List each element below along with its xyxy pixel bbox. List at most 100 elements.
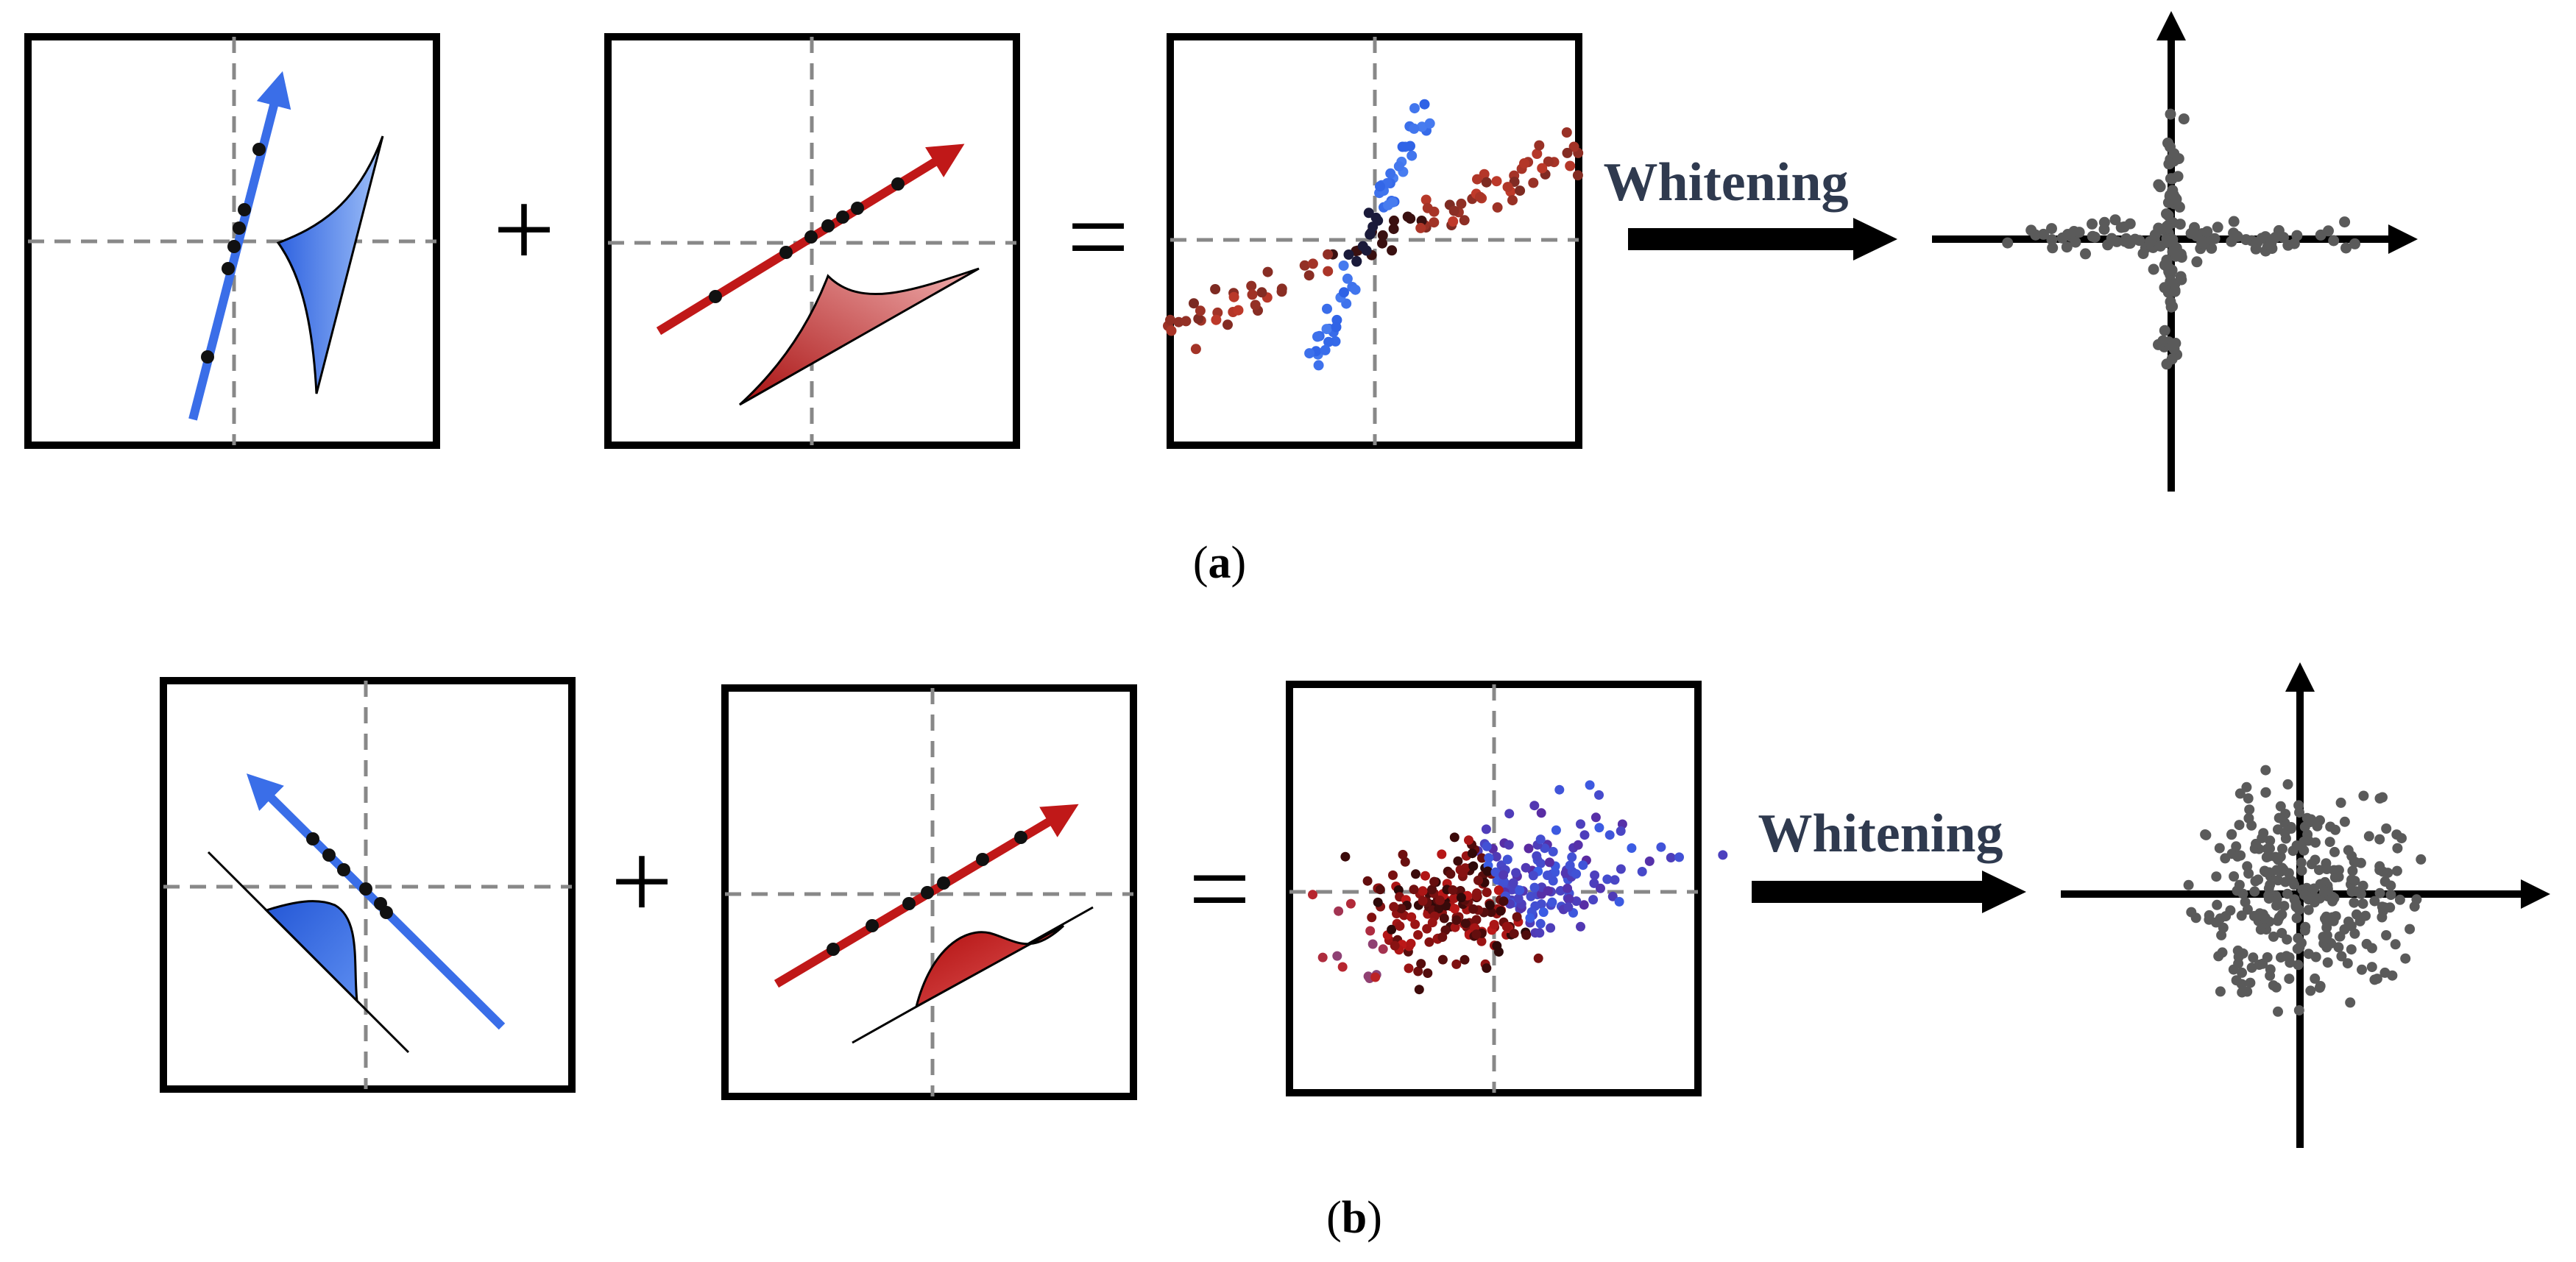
whitened-point bbox=[2391, 865, 2402, 876]
scatter-point bbox=[1489, 920, 1499, 929]
whitened-point bbox=[2216, 929, 2227, 940]
scatter-point bbox=[1519, 158, 1529, 169]
whitened-point bbox=[2262, 843, 2273, 854]
scatter-point bbox=[1579, 900, 1589, 910]
scatter-point bbox=[1477, 853, 1487, 863]
whitened-point bbox=[2390, 939, 2401, 950]
whitened-point bbox=[2391, 829, 2402, 840]
scatter-point bbox=[1571, 869, 1582, 879]
whitened-point bbox=[2405, 924, 2416, 935]
scatter-point bbox=[1610, 875, 1620, 885]
scatter-point bbox=[1616, 826, 1626, 836]
scatter-point bbox=[1439, 913, 1449, 924]
scatter-point bbox=[1547, 897, 1557, 907]
whitened-point bbox=[2257, 832, 2268, 843]
scatter-point bbox=[1373, 897, 1383, 907]
whitened-point bbox=[2201, 226, 2213, 238]
scatter-point bbox=[1464, 835, 1473, 846]
scatter-point bbox=[1398, 849, 1408, 859]
whitened-point bbox=[2329, 846, 2340, 857]
whitened-point bbox=[2248, 952, 2259, 963]
whitened-point bbox=[2379, 967, 2391, 978]
whitened-point bbox=[2234, 788, 2246, 799]
scatter-point bbox=[1458, 868, 1468, 878]
whitened-point bbox=[2310, 973, 2321, 984]
scatter-point bbox=[1554, 784, 1565, 795]
blue-distribution-shape bbox=[264, 900, 358, 1004]
scatter-point bbox=[1321, 324, 1332, 335]
whitened-point bbox=[2061, 241, 2073, 253]
scatter-point bbox=[1362, 876, 1373, 886]
scatter-point bbox=[1532, 851, 1542, 861]
whitened-point bbox=[2321, 858, 2332, 869]
scatter-point bbox=[1320, 344, 1331, 355]
scatter-point bbox=[1276, 283, 1287, 294]
whitened-point bbox=[2296, 865, 2307, 876]
whitened-point bbox=[2273, 854, 2284, 865]
whitened-point bbox=[2159, 325, 2170, 336]
whitened-point bbox=[2345, 997, 2356, 1008]
plus-operator: + bbox=[611, 820, 673, 943]
whitened-point bbox=[2339, 216, 2351, 228]
scatter-point bbox=[1563, 883, 1573, 893]
scatter-point bbox=[1247, 289, 1258, 300]
scatter-point bbox=[1529, 882, 1540, 893]
scatter-point bbox=[1370, 972, 1381, 982]
scatter-point bbox=[1535, 928, 1545, 938]
scatter-point bbox=[1409, 123, 1420, 134]
whitened-point bbox=[2260, 765, 2271, 776]
scatter-point bbox=[1395, 921, 1405, 931]
whitened-point bbox=[2068, 226, 2080, 237]
scatter-point bbox=[1210, 284, 1221, 294]
scatter-point bbox=[1166, 325, 1177, 336]
scatter-point bbox=[1513, 893, 1524, 904]
whitened-point bbox=[2228, 964, 2239, 975]
whitened-point bbox=[2310, 837, 2321, 848]
scatter-point bbox=[1535, 858, 1546, 868]
scatter-point bbox=[1594, 823, 1604, 833]
scatter-point bbox=[1228, 291, 1239, 302]
whitened-point bbox=[2349, 897, 2360, 908]
whitened-point bbox=[2336, 951, 2347, 962]
whitened-point bbox=[2287, 846, 2299, 857]
scatter-point bbox=[1616, 864, 1626, 874]
scatter-point bbox=[1594, 790, 1604, 800]
equals-operator: = bbox=[1189, 828, 1251, 950]
scatter-point bbox=[1543, 156, 1554, 167]
scatter-point bbox=[1387, 245, 1398, 256]
scatter-point bbox=[1607, 891, 1618, 901]
scatter-point bbox=[1331, 322, 1342, 333]
scatter-point bbox=[1367, 221, 1379, 233]
scatter-point bbox=[1375, 885, 1385, 895]
scatter-point bbox=[1546, 923, 1556, 933]
scatter-point bbox=[1486, 907, 1496, 918]
scatter-point bbox=[1400, 857, 1410, 867]
plus-operator: + bbox=[493, 169, 556, 291]
whitened-point bbox=[2168, 189, 2179, 201]
scatter-point bbox=[1312, 331, 1323, 342]
scatter-point bbox=[1544, 857, 1554, 868]
scatter-point bbox=[1419, 99, 1430, 110]
whitened-point bbox=[2255, 924, 2266, 935]
scatter-point bbox=[1485, 900, 1495, 910]
whitened-point bbox=[2173, 201, 2185, 213]
scatter-point bbox=[1322, 303, 1332, 314]
whitened-point bbox=[2276, 952, 2286, 963]
whitened-point bbox=[2322, 957, 2333, 968]
whitened-point bbox=[2366, 943, 2377, 954]
whitened-point bbox=[2265, 835, 2276, 846]
scatter-point bbox=[1656, 842, 1666, 852]
whitened-point bbox=[2374, 887, 2385, 898]
scatter-point bbox=[1509, 929, 1519, 939]
scatter-point bbox=[1525, 913, 1535, 924]
scatter-point bbox=[1406, 150, 1418, 161]
whitened-point bbox=[2262, 952, 2273, 963]
whitened-point bbox=[2299, 925, 2310, 936]
scatter-point bbox=[1450, 922, 1460, 932]
whitened-point bbox=[2279, 827, 2290, 838]
whitened-point bbox=[2263, 893, 2274, 904]
whitened-point bbox=[2237, 967, 2247, 978]
scatter-point bbox=[1535, 918, 1546, 929]
whitened-point bbox=[2366, 962, 2377, 973]
whitened-point bbox=[2349, 238, 2360, 249]
